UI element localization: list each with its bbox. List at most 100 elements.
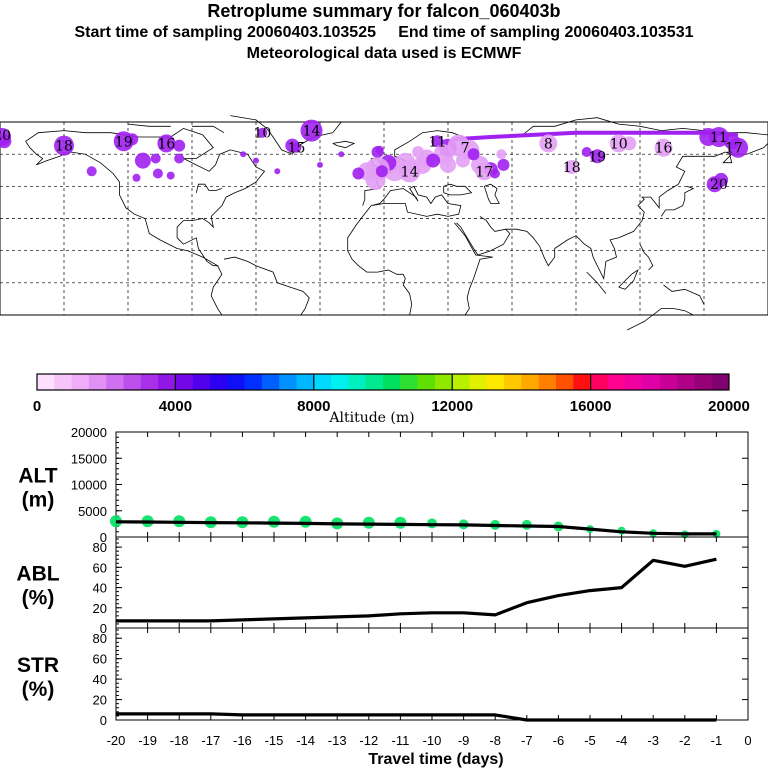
y-tick-label: 20 — [93, 693, 107, 708]
coastline — [660, 185, 695, 217]
plume-track — [452, 130, 738, 142]
x-tick-label: -17 — [201, 733, 220, 748]
coastline — [618, 268, 639, 290]
panel-abl: 0 20 40 60 80 ABL(%) — [16, 536, 749, 636]
y-tick-label: 80 — [93, 631, 107, 646]
colorbar-tick-label: 4000 — [159, 398, 192, 415]
start-time: Start time of sampling 20060403.103525 — [74, 24, 377, 41]
y-tick-label: 60 — [93, 652, 107, 667]
colorbar-swatch — [71, 374, 90, 390]
colorbar-swatch — [417, 374, 436, 390]
met-data: Meteorological data used is ECMWF — [246, 45, 522, 62]
x-tick-label: -3 — [647, 733, 659, 748]
time-series-panels: 05000100001500020000ALT(m)020406080ABL(%… — [16, 425, 751, 768]
plume-blob — [253, 157, 259, 164]
plume-blob — [581, 147, 592, 157]
map-day-label: 17 — [725, 141, 743, 157]
plume-blob — [86, 166, 97, 177]
map-day-label: 14 — [303, 124, 321, 140]
colorbar-swatch — [365, 374, 384, 390]
plume-blob — [274, 168, 281, 175]
colorbar-swatch — [313, 374, 332, 390]
y-tick-label: 10000 — [71, 478, 107, 493]
colorbar-swatch — [400, 374, 418, 390]
y-axis-label: (m) — [22, 489, 55, 512]
plume-blob — [150, 153, 161, 164]
y-tick-label: 80 — [93, 540, 107, 555]
coastline — [505, 143, 768, 280]
plume-blob — [132, 173, 141, 182]
plume-blob — [489, 168, 500, 179]
map-day-label: 16 — [157, 136, 175, 152]
map-day-label: 18 — [563, 160, 581, 176]
coastline — [663, 284, 705, 305]
colorbar-swatch — [486, 374, 505, 390]
colorbar-swatch — [521, 374, 540, 390]
x-tick-label: -8 — [489, 733, 501, 748]
coastline — [627, 308, 694, 331]
altitude-marker — [110, 515, 122, 528]
x-tick-label: -20 — [107, 733, 126, 748]
colorbar-swatch — [192, 374, 211, 390]
map-day-label: 20 — [710, 177, 728, 193]
colorbar-frame — [36, 373, 730, 391]
y-tick-label: 40 — [93, 672, 107, 687]
x-tick-label: -18 — [170, 733, 189, 748]
plume-blob — [496, 149, 507, 160]
colorbar-swatch — [590, 374, 609, 390]
map-labels: 201918161014151178101617111819141720 — [0, 124, 743, 194]
coastline — [639, 244, 654, 271]
plume-blob — [338, 151, 345, 158]
colorbar-swatch — [642, 374, 661, 390]
map-day-label: 19 — [115, 134, 133, 150]
plume-blob — [0, 134, 12, 149]
plume-blob — [728, 137, 749, 158]
x-tick-label: 0 — [744, 733, 751, 748]
y-tick-label: 60 — [93, 560, 107, 575]
colorbar-swatch — [504, 374, 522, 390]
map-day-label: 17 — [475, 164, 493, 180]
x-tick-label: -11 — [391, 733, 409, 748]
plume-blob — [440, 156, 456, 173]
coastline — [223, 256, 310, 316]
coastline — [347, 205, 413, 316]
plume-blob — [426, 153, 441, 168]
y-axis-label: ABL — [16, 563, 59, 586]
y-tick-label: 20 — [93, 601, 107, 616]
plume-blob — [609, 134, 628, 153]
y-axis-label: STR — [17, 654, 59, 677]
y-tick-label: 15000 — [71, 451, 107, 466]
coastline — [332, 140, 356, 149]
plume-blob — [455, 153, 470, 168]
colorbar-tick-label: 0 — [33, 398, 41, 415]
series-line — [115, 520, 717, 536]
map-day-label: 20 — [0, 128, 11, 144]
x-tick-label: -2 — [679, 733, 691, 748]
plume-blob — [257, 127, 268, 138]
panel-frame — [115, 627, 749, 721]
plume-blob — [173, 139, 186, 152]
colorbar-swatch — [279, 374, 297, 390]
colorbar-tick-label: 16000 — [570, 398, 612, 415]
x-tick-label: -5 — [584, 733, 596, 748]
y-tick-label: 0 — [100, 530, 107, 545]
plume-blob — [157, 134, 176, 153]
plume-blob — [291, 142, 302, 153]
plume-blob — [654, 138, 673, 157]
colorbar-swatch — [348, 374, 367, 390]
series-line — [116, 557, 717, 623]
coastline — [454, 222, 493, 316]
colorbar-swatch — [383, 374, 401, 390]
x-tick-label: -10 — [423, 733, 442, 748]
coastline — [25, 127, 266, 267]
map-day-label: 15 — [288, 141, 306, 157]
colorbar-swatch — [244, 374, 263, 390]
plume-blob — [375, 145, 384, 154]
map-day-label: 7 — [461, 141, 470, 157]
colorbar-tick-label: 8000 — [297, 398, 330, 415]
colorbar-swatch — [158, 374, 176, 390]
y-tick-label: 5000 — [78, 504, 107, 519]
colorbar-swatch — [659, 374, 678, 390]
y-tick-label: 20000 — [71, 425, 107, 440]
colorbar-swatch — [123, 374, 142, 390]
